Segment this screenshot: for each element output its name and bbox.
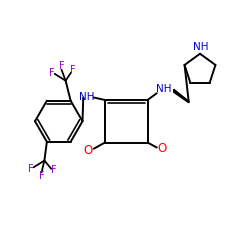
Text: F: F	[59, 61, 64, 71]
Text: NH: NH	[193, 42, 208, 52]
Polygon shape	[174, 89, 189, 103]
Text: F: F	[49, 68, 54, 78]
Text: O: O	[84, 144, 93, 156]
Text: F: F	[70, 66, 76, 76]
Text: F: F	[51, 165, 57, 175]
Text: NH: NH	[156, 84, 172, 94]
Text: O: O	[157, 142, 166, 155]
Text: F: F	[39, 171, 44, 181]
Text: F: F	[28, 164, 33, 174]
Text: NH: NH	[78, 92, 94, 102]
